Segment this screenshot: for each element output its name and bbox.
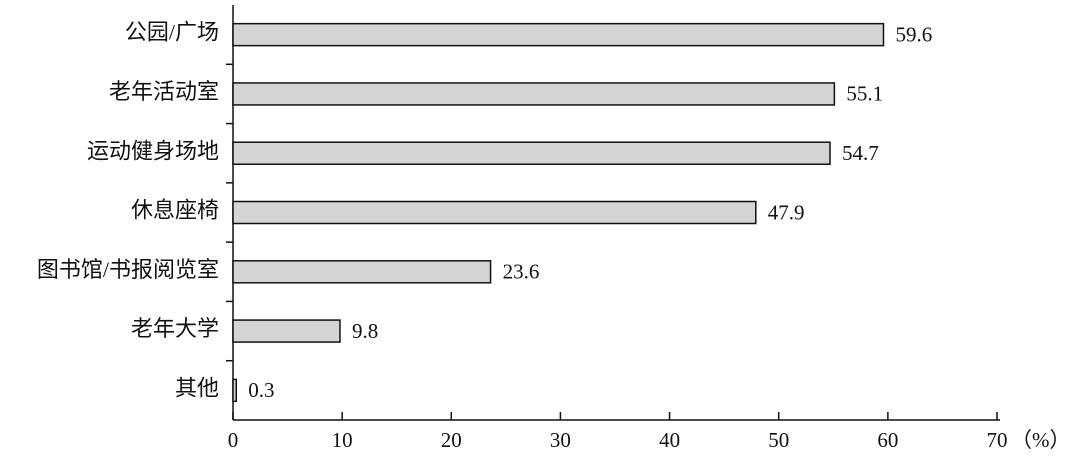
bar	[232, 319, 341, 343]
value-label: 59.6	[895, 22, 932, 46]
value-label: 0.3	[248, 378, 274, 402]
bar	[232, 82, 836, 106]
x-tick-label: 40	[659, 428, 680, 452]
bar	[232, 22, 885, 47]
y-tick-label: 其他	[175, 375, 219, 400]
y-tick-label: 休息座椅	[131, 198, 219, 223]
bar	[232, 200, 757, 225]
value-label: 23.6	[503, 260, 540, 284]
x-tick-label: 0	[228, 428, 239, 452]
x-tick-label: 70	[987, 428, 1008, 452]
bar	[232, 378, 238, 403]
y-tick-label: 老年大学	[131, 316, 219, 341]
y-tick-label: 运动健身场地	[87, 138, 219, 163]
value-label: 55.1	[846, 82, 883, 106]
y-tick-label: 老年活动室	[109, 79, 219, 104]
y-tick-label: 公园/广场	[125, 20, 219, 45]
value-label: 54.7	[842, 141, 879, 165]
x-tick-label: 30	[550, 428, 571, 452]
value-label: 9.8	[352, 319, 378, 343]
x-tick-label: 10	[332, 428, 353, 452]
bar	[232, 141, 831, 165]
x-axis-label: （%）	[1011, 428, 1071, 452]
x-tick-label: 60	[877, 428, 898, 452]
y-tick-label: 图书馆/书报阅览室	[37, 257, 219, 282]
value-label: 47.9	[768, 200, 805, 224]
x-tick-label: 20	[441, 428, 462, 452]
x-tick-label: 50	[768, 428, 789, 452]
bar	[232, 260, 492, 284]
